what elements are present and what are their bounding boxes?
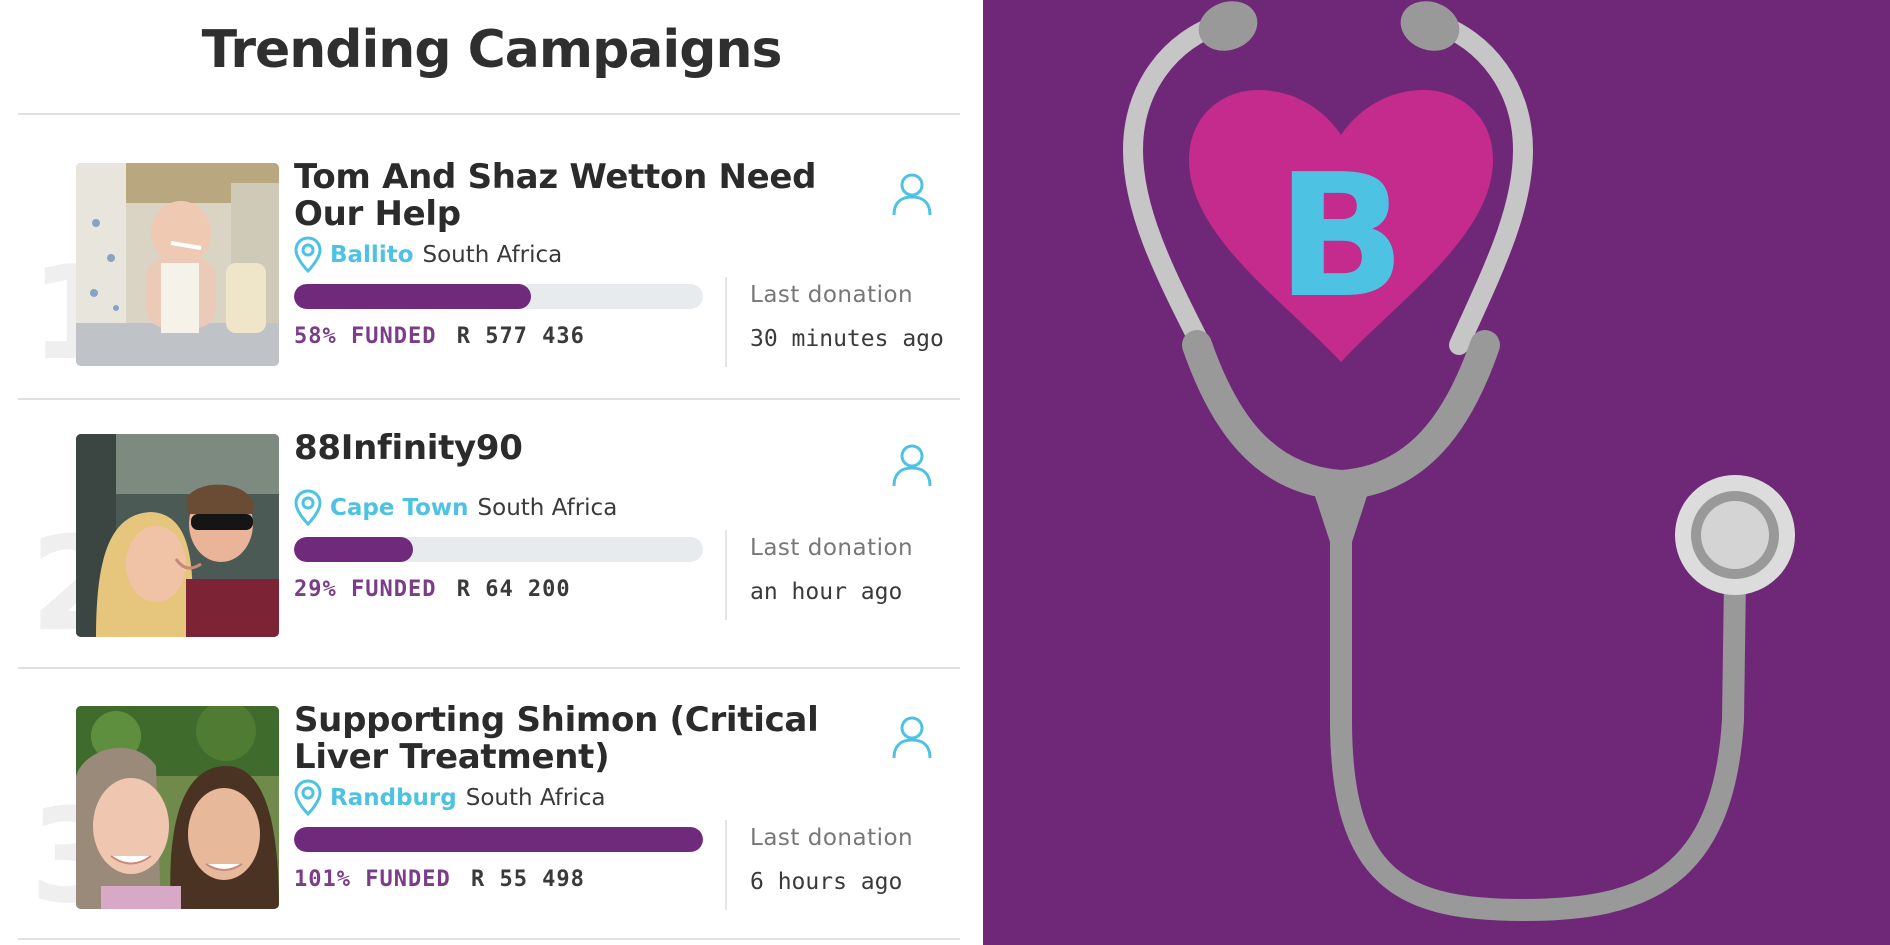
funded-percent: 58% FUNDED xyxy=(294,324,437,349)
last-donation-time: an hour ago xyxy=(750,579,903,605)
city-link[interactable]: Ballito xyxy=(330,242,414,268)
campaign-card[interactable]: 1 Tom And Shaz Wetton Need Our Help xyxy=(0,159,983,403)
funding-status: 101% FUNDED R 55 498 xyxy=(294,867,585,892)
couple-photo xyxy=(76,434,279,637)
divider xyxy=(18,113,960,115)
campaign-title[interactable]: Supporting Shimon (Critical Liver Treatm… xyxy=(294,700,819,777)
vertical-divider xyxy=(725,530,727,620)
baby-photo xyxy=(76,163,279,366)
last-donation-label: Last donation xyxy=(750,282,914,308)
last-donation-label: Last donation xyxy=(750,535,914,561)
divider xyxy=(18,398,960,400)
city-link[interactable]: Cape Town xyxy=(330,495,469,521)
trending-campaigns-panel: Trending Campaigns 1 Tom And Shaz Wetton… xyxy=(0,20,983,945)
location: Ballito South Africa xyxy=(294,235,562,275)
funded-amount: R 577 436 xyxy=(456,324,585,349)
divider xyxy=(18,938,960,940)
country: South Africa xyxy=(422,242,563,268)
last-donation-label: Last donation xyxy=(750,825,914,851)
progress-bar xyxy=(294,827,703,852)
page-title: Trending Campaigns xyxy=(201,20,783,80)
user-icon[interactable] xyxy=(889,714,935,760)
vertical-divider xyxy=(725,277,727,367)
campaign-title[interactable]: 88Infinity90 xyxy=(294,428,523,468)
funding-status: 58% FUNDED R 577 436 xyxy=(294,324,585,349)
funding-status: 29% FUNDED R 64 200 xyxy=(294,577,571,602)
progress-fill xyxy=(294,537,413,562)
stethoscope-illustration: B xyxy=(1122,1,1795,922)
heart-icon xyxy=(1189,90,1493,362)
campaign-title[interactable]: Tom And Shaz Wetton Need Our Help xyxy=(294,157,817,234)
user-icon[interactable] xyxy=(889,442,935,488)
campaign-card[interactable]: 3 Supporting Shimon (Critical Liver Trea… xyxy=(0,702,983,945)
location: Cape Town South Africa xyxy=(294,488,617,528)
campaign-photo[interactable] xyxy=(76,434,279,637)
funded-percent: 101% FUNDED xyxy=(294,867,451,892)
last-donation-time: 30 minutes ago xyxy=(750,326,944,352)
funded-percent: 29% FUNDED xyxy=(294,577,437,602)
city-link[interactable]: Randburg xyxy=(330,785,457,811)
location-pin-icon xyxy=(294,236,322,274)
progress-bar xyxy=(294,284,703,309)
campaign-photo[interactable] xyxy=(76,706,279,909)
divider xyxy=(18,667,960,669)
progress-fill xyxy=(294,284,532,309)
location-pin-icon xyxy=(294,779,322,817)
brand-logo-letter: B xyxy=(1276,138,1406,336)
country: South Africa xyxy=(477,495,618,521)
campaign-card[interactable]: 2 88Infinity90 xyxy=(0,430,983,674)
vertical-divider xyxy=(725,820,727,910)
funded-amount: R 64 200 xyxy=(456,577,571,602)
country: South Africa xyxy=(465,785,606,811)
location-pin-icon xyxy=(294,489,322,527)
campaign-photo[interactable] xyxy=(76,163,279,366)
last-donation-time: 6 hours ago xyxy=(750,869,903,895)
location: Randburg South Africa xyxy=(294,778,605,818)
progress-fill xyxy=(294,827,703,852)
funded-amount: R 55 498 xyxy=(470,867,585,892)
mother-daughter-photo xyxy=(76,706,279,909)
user-icon[interactable] xyxy=(889,171,935,217)
progress-bar xyxy=(294,537,703,562)
brand-illustration-panel: B xyxy=(983,0,1890,945)
